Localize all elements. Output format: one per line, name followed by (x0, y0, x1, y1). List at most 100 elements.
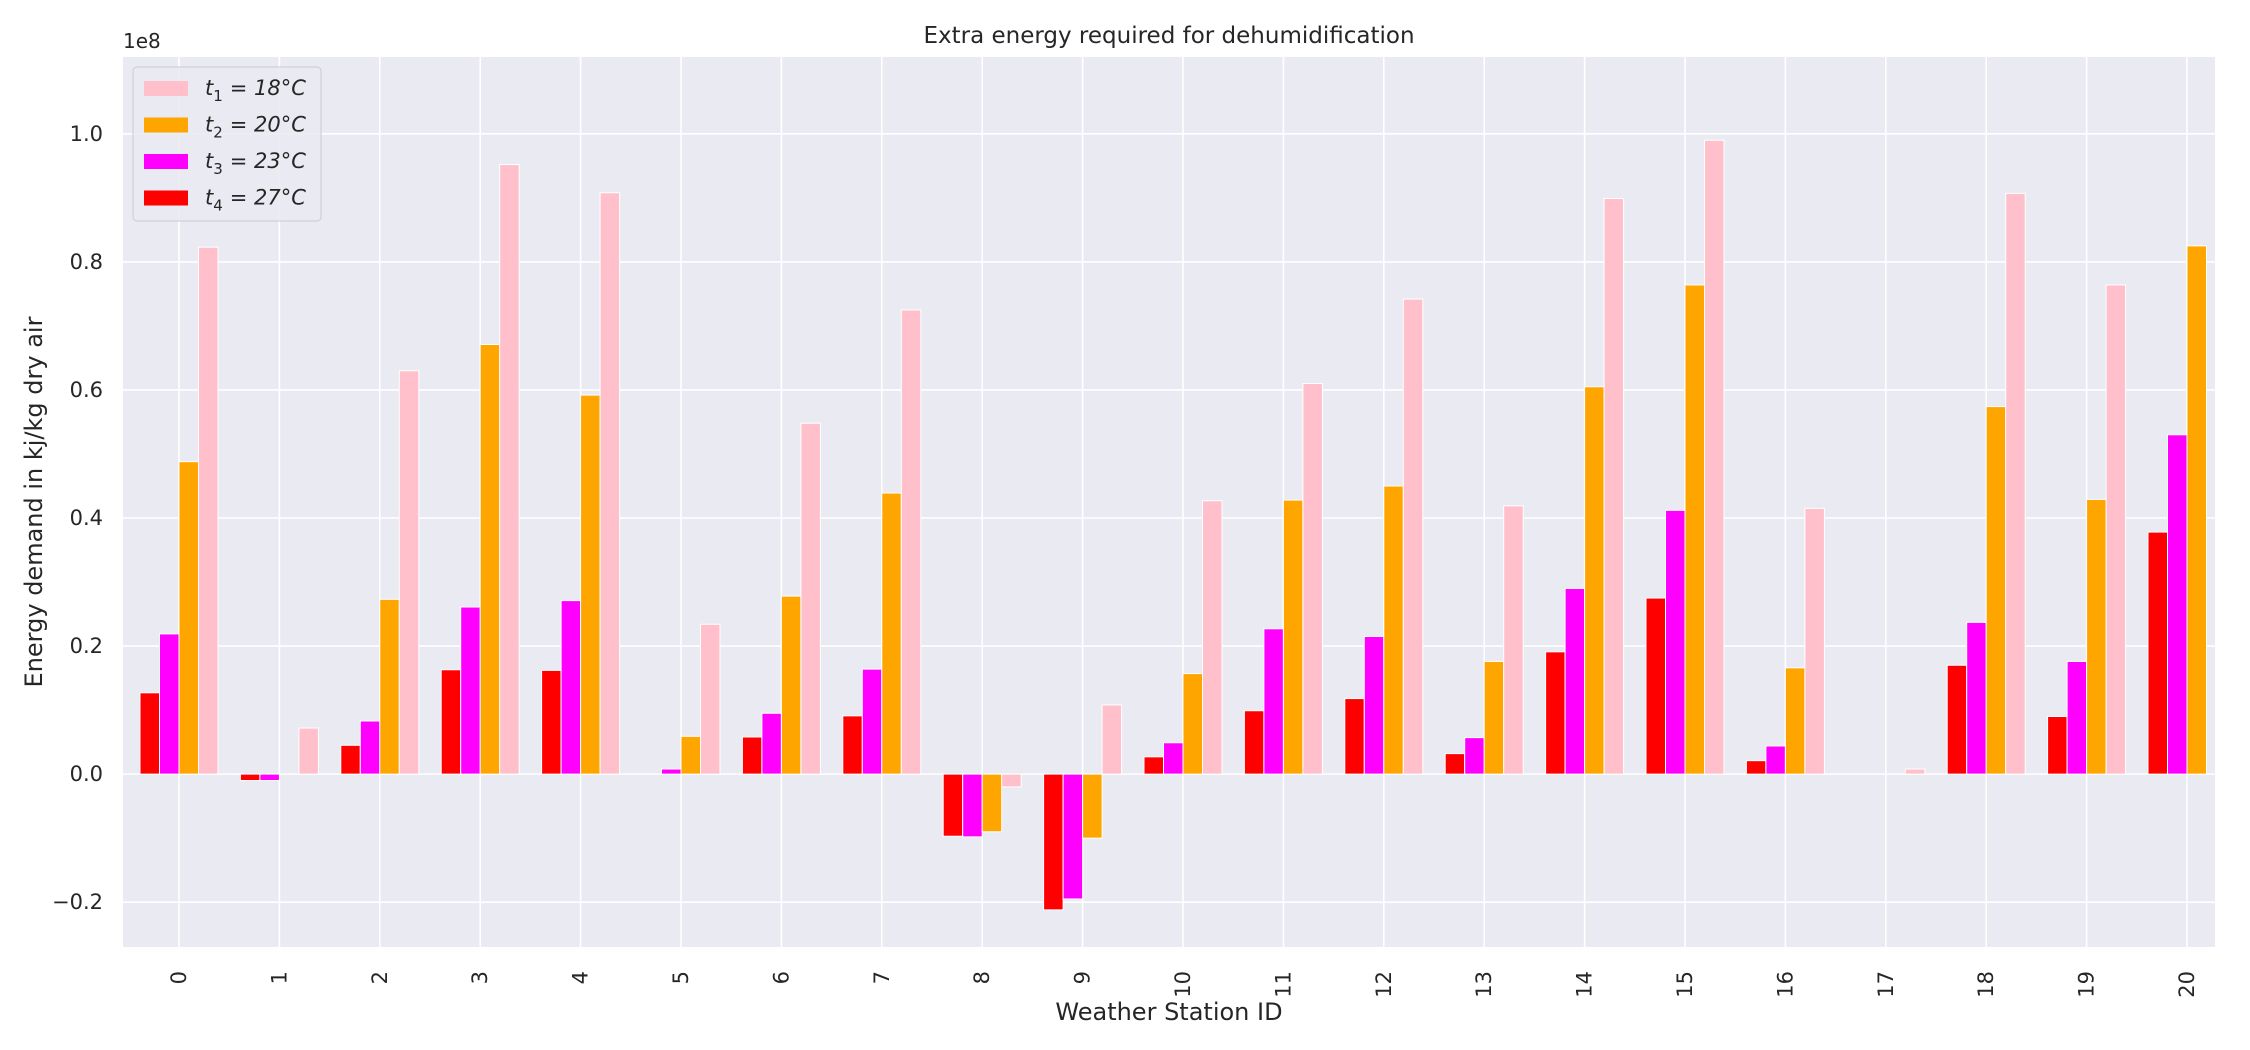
bars (139, 139, 2207, 911)
bar-t3-station-0 (159, 633, 180, 775)
bar-t2-station-13 (1483, 660, 1505, 775)
y-tick-label: 0.6 (70, 378, 103, 402)
bar-t2-station-3 (479, 343, 501, 775)
bar-t4-station-2 (340, 744, 361, 775)
bar-t2-station-2 (379, 598, 400, 775)
y-tick-labels: −0.2 0.0 0.2 0.4 0.6 0.8 1.0 (52, 122, 103, 914)
bar-t2-station-9 (1082, 773, 1103, 839)
bar-t3-station-4 (560, 600, 582, 775)
bar-t4-station-0 (139, 692, 160, 775)
bar-t2-station-20 (2186, 245, 2207, 775)
bar-t2-station-16 (1784, 667, 1806, 775)
bar-t3-station-3 (460, 606, 481, 775)
y-offset-text: 1e8 (123, 29, 161, 53)
bar-t3-station-8 (962, 773, 983, 838)
bar-t4-station-18 (1946, 664, 1968, 775)
y-tick-label: 0.4 (70, 506, 103, 530)
bar-t1-station-5 (700, 623, 721, 775)
bar-t1-station-7 (900, 309, 922, 775)
bar-t2-station-18 (1985, 406, 2007, 775)
bar-t4-station-12 (1344, 698, 1365, 775)
x-tick-label: 17 (1874, 971, 1898, 998)
x-tick-label: 5 (669, 971, 693, 984)
bar-t3-station-14 (1564, 587, 1586, 775)
bar-t2-station-19 (2086, 498, 2107, 775)
y-tick-label: 0.8 (70, 250, 103, 274)
bar-t2-station-12 (1383, 485, 1404, 775)
bar-t4-station-15 (1645, 597, 1666, 775)
legend-label-t1: t1 = 18°C (205, 76, 306, 105)
bar-t3-station-20 (2167, 434, 2188, 775)
bar-t3-station-2 (359, 720, 381, 775)
bar-t1-station-4 (599, 192, 621, 775)
legend-label-t2: t2 = 20°C (205, 113, 306, 142)
grid (123, 57, 2215, 947)
x-tick-label: 11 (1271, 971, 1295, 998)
legend-label-t3: t3 = 23°C (205, 149, 306, 178)
bar-t4-station-19 (2047, 715, 2068, 775)
legend: t1 = 18°C t2 = 20°C t3 = 23°C t4 = 27°C (132, 66, 322, 222)
x-tick-label: 9 (1071, 971, 1095, 984)
bar-t4-station-7 (842, 715, 863, 775)
y-tick-label: 0.2 (70, 634, 103, 658)
x-tick-label: 18 (1974, 971, 1998, 998)
x-tick-label: 13 (1472, 971, 1496, 998)
bar-t4-station-16 (1745, 760, 1767, 775)
bar-t1-station-2 (398, 370, 420, 775)
bar-t2-station-10 (1182, 673, 1203, 775)
bar-t1-station-15 (1704, 139, 1725, 775)
legend-frame (132, 66, 322, 222)
bar-t3-station-18 (1966, 621, 1987, 775)
bar-t1-station-16 (1804, 507, 1825, 775)
bar-t3-station-10 (1163, 742, 1184, 775)
bar-t1-station-9 (1101, 704, 1123, 775)
bar-t1-station-14 (1603, 198, 1625, 775)
x-tick-label: 6 (769, 971, 793, 984)
bar-t1-station-10 (1202, 500, 1223, 775)
x-tick-label: 7 (870, 971, 894, 984)
x-tick-label: 8 (970, 971, 994, 984)
bar-t3-station-7 (861, 668, 883, 775)
bar-t3-station-15 (1665, 509, 1686, 775)
x-tick-label: 4 (569, 971, 593, 984)
bar-t1-station-17 (1904, 768, 1926, 775)
x-tick-label: 3 (468, 971, 492, 984)
bar-t4-station-14 (1545, 651, 1566, 775)
bar-t3-station-5 (661, 768, 682, 775)
x-tick-label: 0 (167, 971, 191, 984)
bar-t2-station-7 (881, 492, 902, 775)
bar-t3-station-16 (1765, 745, 1786, 775)
x-tick-label: 2 (368, 971, 392, 984)
bar-t2-station-5 (680, 735, 701, 775)
x-axis-label: Weather Station ID (1055, 998, 1282, 1026)
bar-t4-station-8 (942, 773, 964, 837)
y-tick-label: 0.0 (70, 762, 103, 786)
x-tick-label: 1 (267, 971, 291, 984)
y-axis-label: Energy demand in kj/kg dry air (20, 316, 48, 687)
x-tick-label: 12 (1372, 971, 1396, 998)
bar-t2-station-14 (1584, 386, 1605, 775)
bar-t1-station-0 (198, 246, 219, 775)
bar-t2-station-4 (580, 394, 601, 775)
bar-t1-station-11 (1302, 383, 1323, 775)
bar-t2-station-6 (780, 595, 802, 775)
bar-t3-station-6 (761, 712, 782, 775)
bar-t3-station-19 (2066, 660, 2088, 775)
bar-t4-station-13 (1444, 753, 1466, 775)
bar-t1-station-13 (1503, 505, 1524, 775)
bar-t4-station-20 (2147, 531, 2168, 775)
bar-t4-station-6 (741, 736, 763, 775)
plot-background (123, 57, 2215, 947)
bar-t1-station-18 (2005, 192, 2026, 775)
bar-t1-station-12 (1402, 298, 1424, 775)
bar-t1-station-3 (499, 164, 520, 775)
bar-t4-station-1 (239, 773, 261, 782)
x-tick-label: 19 (2075, 971, 2099, 998)
bar-t4-station-10 (1143, 756, 1164, 775)
bar-t4-station-3 (440, 669, 462, 775)
bar-t3-station-9 (1062, 773, 1084, 900)
bar-t4-station-4 (541, 669, 562, 775)
bar-t3-station-12 (1363, 635, 1385, 775)
x-tick-label: 15 (1673, 971, 1697, 998)
